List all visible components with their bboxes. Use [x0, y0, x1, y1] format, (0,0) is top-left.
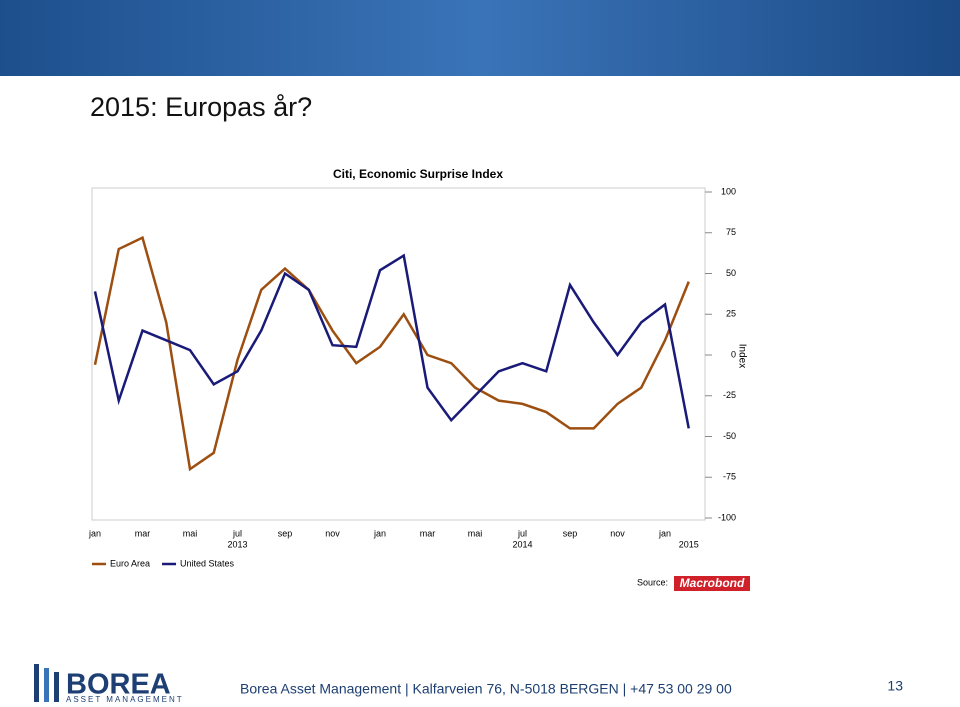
x-tick-label: mar: [135, 528, 151, 538]
y-tick-label: 25: [726, 309, 736, 319]
source-logo: [674, 576, 750, 591]
slide-title: 2015: Europas år?: [90, 92, 312, 122]
chart-title: Citi, Economic Surprise Index: [333, 167, 503, 181]
x-tick-label: mar: [420, 528, 436, 538]
x-tick-label: jan: [373, 528, 386, 538]
year-label: 2013: [227, 539, 247, 549]
y-tick-label: -25: [723, 390, 736, 400]
series-line: [93, 235, 690, 472]
y-tick-label: -100: [718, 512, 736, 522]
x-tick-label: jul: [232, 528, 242, 538]
legend-label: United States: [180, 558, 235, 568]
x-tick-label: nov: [610, 528, 625, 538]
x-tick-label: sep: [278, 528, 293, 538]
year-label: 2015: [679, 539, 699, 549]
series-line: [93, 253, 690, 429]
logo-mark: [34, 664, 39, 702]
logo-mark: [54, 672, 59, 702]
x-tick-label: nov: [325, 528, 340, 538]
y-tick-label: -50: [723, 431, 736, 441]
source-label: Source:: [637, 577, 668, 587]
x-tick-label: mai: [183, 528, 198, 538]
footer: Borea Asset Management | Kalfarveien 76,…: [240, 681, 732, 697]
x-tick-label: jan: [658, 528, 671, 538]
year-label: 2014: [512, 539, 532, 549]
logo-name: BOREA: [66, 669, 171, 701]
logo-tagline: ASSET MANAGEMENT: [66, 695, 184, 704]
y-tick-label: 75: [726, 227, 736, 237]
source-name: Macrobond: [680, 576, 745, 590]
y-axis-label: Index: [736, 344, 747, 368]
x-tick-label: jul: [517, 528, 527, 538]
y-tick-label: 50: [726, 268, 736, 278]
x-tick-label: jan: [88, 528, 101, 538]
banner: [0, 0, 960, 76]
x-tick-label: mai: [468, 528, 483, 538]
y-tick-label: -75: [723, 472, 736, 482]
plot-frame: [91, 187, 706, 521]
logo-mark: [44, 668, 49, 702]
page-number: 13: [887, 678, 903, 694]
x-tick-label: sep: [563, 528, 578, 538]
legend-label: Euro Area: [110, 558, 150, 568]
y-tick-label: 0: [731, 349, 736, 359]
y-tick-label: 100: [721, 186, 736, 196]
